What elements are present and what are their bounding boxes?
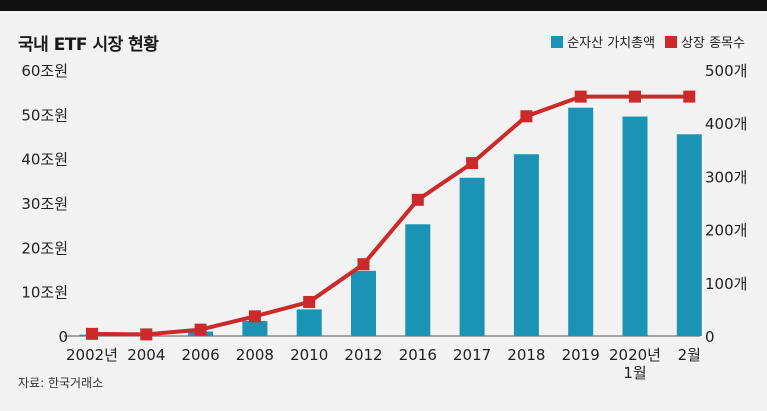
point-listed-count (629, 90, 641, 103)
y-right-tick-label: 100개 (705, 275, 747, 293)
x-tick-label: 2002년 (66, 346, 118, 364)
bar-net-assets (351, 270, 376, 336)
line-listed-count (91, 94, 690, 337)
point-listed-count (411, 193, 424, 206)
bar-net-assets (513, 154, 539, 336)
y-left-tick-label: 40조원 (21, 151, 68, 169)
y-right-tick-label: 0 (705, 328, 715, 346)
bar-net-assets (296, 309, 322, 336)
point-listed-count (86, 327, 98, 340)
point-listed-count (194, 323, 207, 336)
point-listed-count (357, 258, 370, 271)
bar-net-assets (459, 177, 485, 336)
x-tick-label: 2월 (678, 346, 701, 364)
legend: 순자산 가치총액 상장 종목수 (551, 32, 745, 51)
x-tick-label: 2020년 (609, 346, 661, 364)
y-right-tick-label: 200개 (705, 222, 747, 240)
y-right-tick-label: 400개 (705, 115, 747, 133)
source-note: 자료: 한국거래소 (18, 376, 104, 390)
x-tick-label: 2006 (182, 346, 220, 364)
x-tick-label: 2016 (399, 346, 437, 364)
legend-swatch-bar (551, 35, 564, 48)
y-left-tick-label: 20조원 (21, 239, 68, 257)
top-black-bar (0, 0, 767, 11)
chart-title: 국내 ETF 시장 현황 (18, 35, 159, 55)
y-right-tick-label: 500개 (705, 62, 747, 80)
x-tick-label: 2008 (236, 346, 274, 364)
x-tick-label: 2018 (507, 346, 545, 364)
x-tick-label: 2019 (562, 346, 600, 364)
bar-net-assets (622, 116, 648, 336)
y-left-tick-label: 60조원 (21, 62, 68, 80)
legend-label-listed-count: 상장 종목수 (681, 36, 745, 51)
x-tick-label: 2017 (453, 346, 491, 364)
y-left-tick-label: 10조원 (21, 284, 68, 302)
legend-label-net-assets: 순자산 가치총액 (567, 36, 656, 51)
point-listed-count (303, 295, 316, 308)
legend-swatch-line (665, 35, 678, 48)
legend-item-net-assets: 순자산 가치총액 (551, 32, 655, 51)
y-left-tick-label: 30조원 (21, 195, 68, 213)
point-listed-count (248, 310, 261, 323)
bar-net-assets (676, 134, 702, 336)
bar-net-assets (568, 107, 594, 336)
y-left-tick-label: 50조원 (21, 106, 68, 124)
point-listed-count (140, 328, 153, 341)
bar-net-assets (242, 320, 268, 336)
point-listed-count (466, 157, 479, 170)
x-tick-label: 2010 (290, 346, 328, 364)
x-tick-label: 1월 (623, 364, 646, 382)
point-listed-count (520, 110, 533, 123)
y-left-tick-label: 0 (58, 328, 68, 346)
x-tick-label: 2004 (127, 346, 165, 364)
x-tick-label: 2012 (344, 346, 382, 364)
y-right-tick-label: 300개 (705, 168, 747, 186)
point-listed-count (683, 90, 696, 103)
point-listed-count (574, 90, 587, 103)
legend-item-listed-count: 상장 종목수 (665, 32, 745, 51)
bar-net-assets (405, 224, 431, 336)
